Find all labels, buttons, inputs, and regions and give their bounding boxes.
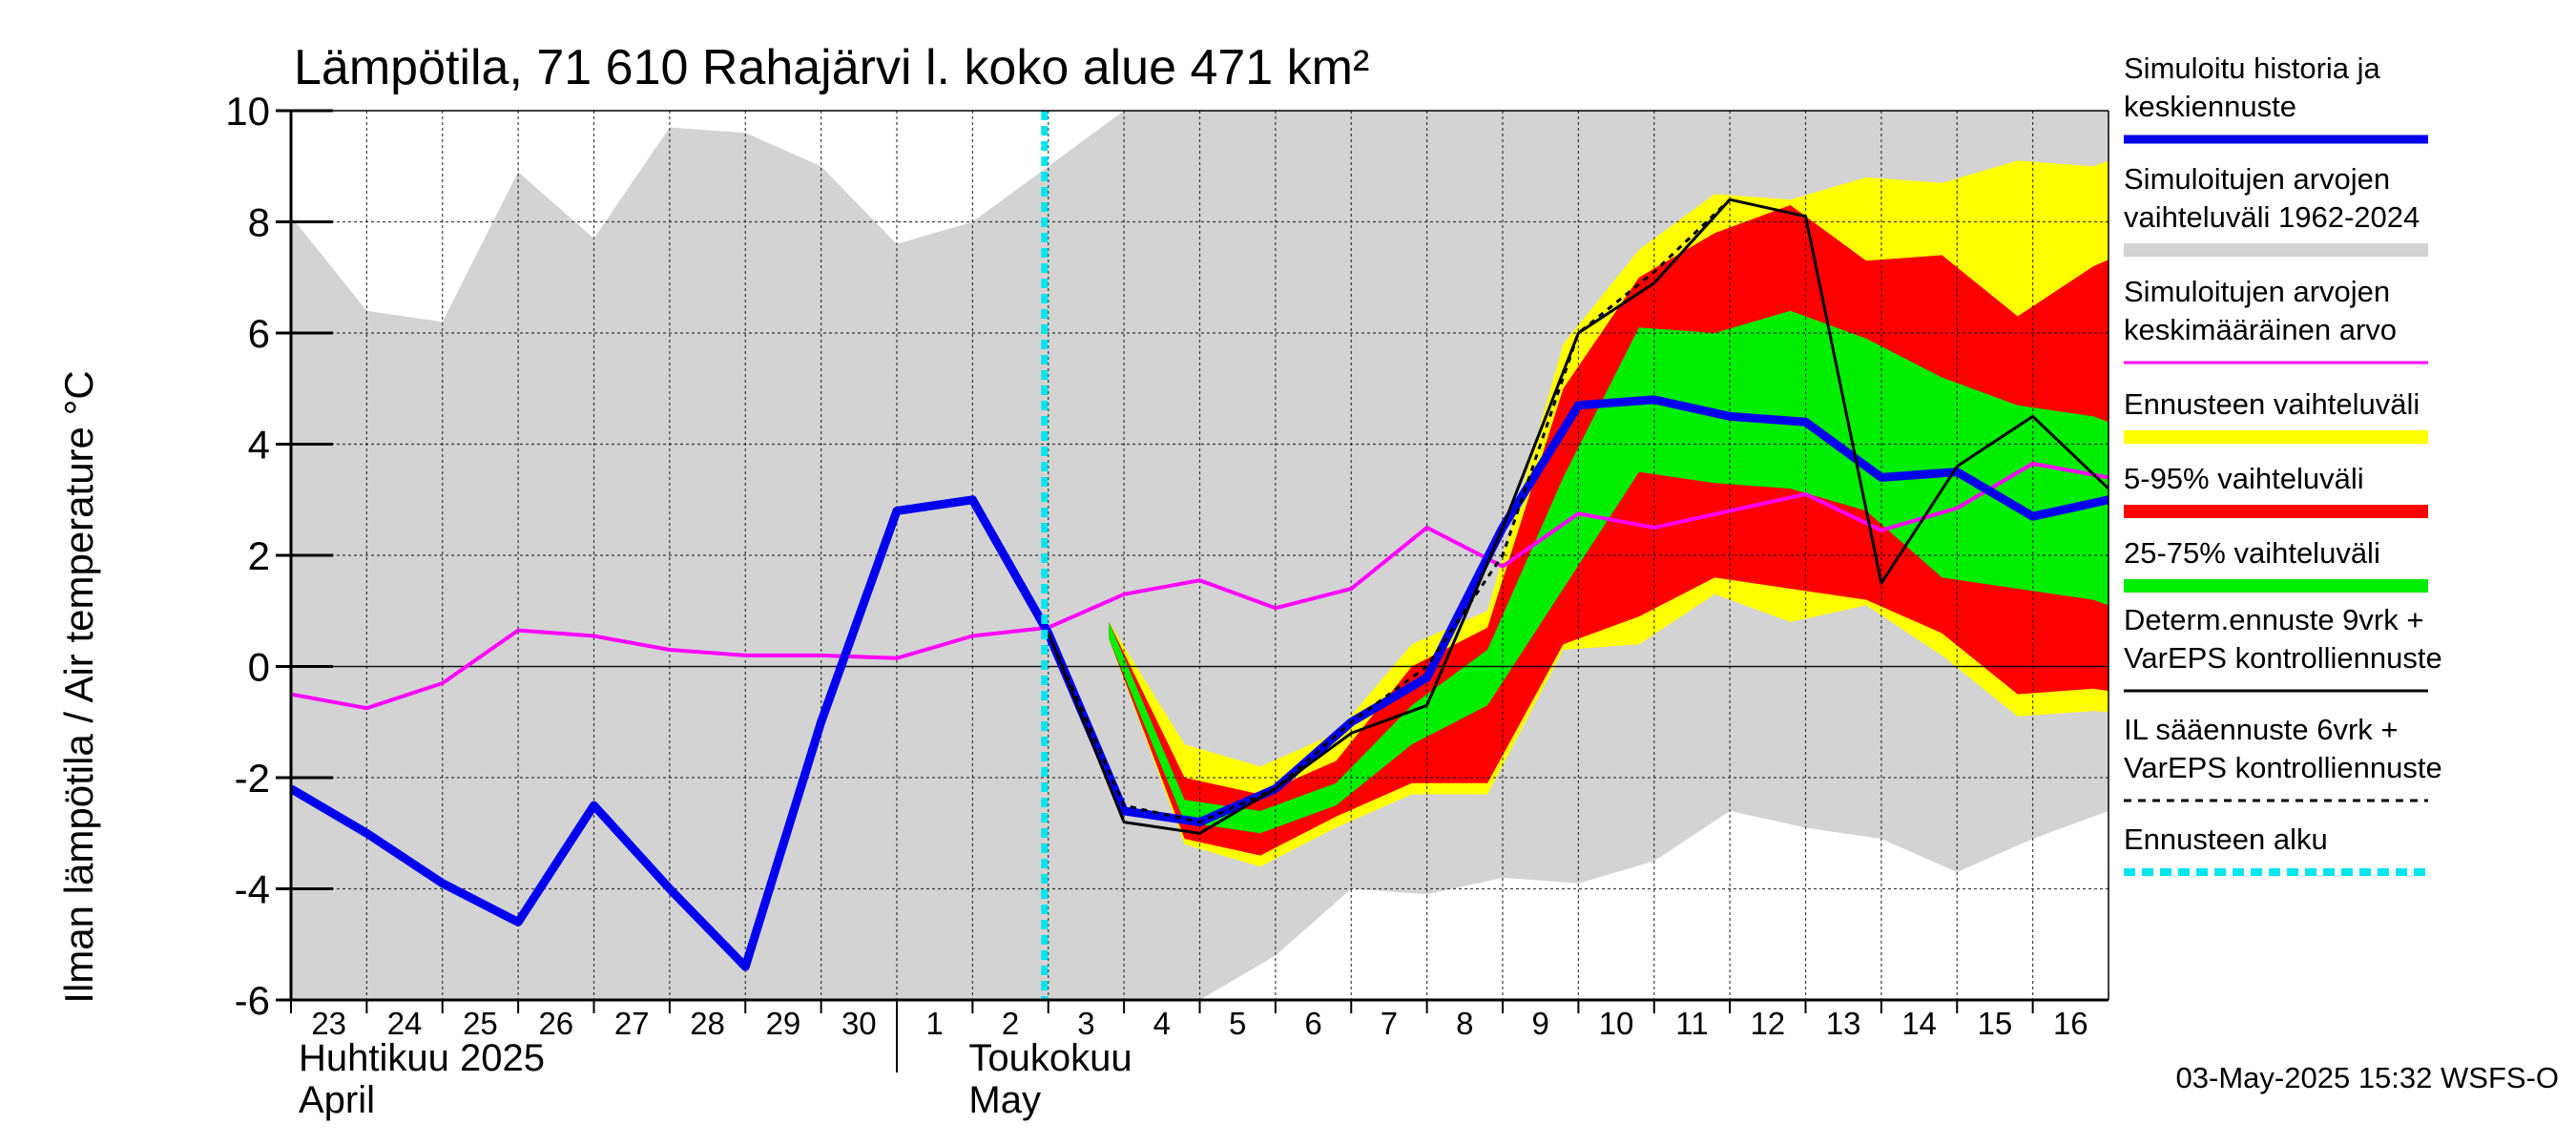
history-median-line [291,395,2109,971]
y-tick-label: -2 [235,756,270,801]
legend-label: Ennusteen alku [2124,822,2328,856]
x-tick-label: 4 [1153,1006,1171,1041]
legend-label: Simuloitu historia ja [2124,52,2381,85]
series-line-layer [291,111,2109,1000]
y-tick-label: 10 [225,89,270,134]
footer-timestamp: 03-May-2025 15:32 WSFS-O [2176,1061,2559,1094]
y-axis-label: Ilman lämpötila / Air temperature °C [56,370,101,1003]
x-tick-label: 30 [841,1006,877,1041]
legend: Simuloitu historia ja keskiennuste Simuloi… [2124,52,2442,876]
x-tick-label: 23 [311,1006,346,1041]
month-label: Toukokuu [968,1037,1132,1079]
x-tick-label: 25 [463,1006,498,1041]
x-tick-label: 11 [1675,1006,1708,1041]
x-tick-label: 26 [538,1006,573,1041]
p25-75-range-band [1109,310,2109,834]
x-tick-label: 10 [1599,1006,1634,1041]
x-tick-label: 5 [1229,1006,1246,1041]
y-tick-label: 6 [248,311,270,356]
legend-label: Ennusteen vaihteluväli [2124,387,2420,421]
legend-label: 5-95% vaihteluväli [2124,462,2364,495]
x-tick-label: 13 [1826,1006,1861,1041]
month-label-english: April [299,1079,375,1121]
y-tick-label: 0 [248,645,270,690]
y-tick-label: 4 [248,423,270,468]
y-tick-label: -4 [235,867,270,912]
y-tick-label: 8 [248,200,270,245]
x-tick-label: 29 [766,1006,801,1041]
legend-label: IL sääennuste 6vrk + [2124,713,2399,746]
x-tick-label: 28 [690,1006,725,1041]
x-tick-label: 8 [1456,1006,1473,1041]
legend-label: Determ.ennuste 9vrk + [2124,603,2423,636]
grid-layer [291,111,2109,1000]
x-tick-label: 6 [1304,1006,1321,1041]
y-tick-label: -6 [235,978,270,1023]
legend-label: vaihteluväli 1962-2024 [2124,200,2420,234]
x-tick-label: 24 [387,1006,423,1041]
x-tick-label: 2 [1002,1006,1019,1041]
x-tick-label: 1 [926,1006,944,1041]
legend-label: Simuloitujen arvojen [2124,162,2390,196]
deterministic-line [1047,198,2109,835]
mean-line [291,461,2109,711]
legend-label: VarEPS kontrolliennuste [2124,641,2442,675]
month-label-english: May [968,1079,1041,1121]
legend-label: keskimääräinen arvo [2124,313,2397,346]
chart-title: Lämpötila, 71 610 Rahajärvi l. koko alue… [294,40,1369,95]
il-forecast-line [1047,198,1732,824]
x-tick-label: 3 [1077,1006,1094,1041]
legend-label: Simuloitujen arvojen [2124,275,2390,308]
x-tick-label: 9 [1532,1006,1549,1041]
legend-label: keskiennuste [2124,90,2296,123]
legend-label: VarEPS kontrolliennuste [2124,751,2442,784]
month-label: Huhtikuu 2025 [299,1037,545,1079]
x-tick-label: 14 [1901,1006,1937,1041]
y-tick-label: 2 [248,533,270,578]
legend-label: 25-75% vaihteluväli [2124,536,2380,570]
x-tick-label: 15 [1978,1006,2013,1041]
x-tick-label: 27 [614,1006,650,1041]
x-tick-label: 16 [2053,1006,2088,1041]
x-tick-label: 12 [1750,1006,1785,1041]
x-tick-label: 7 [1381,1006,1398,1041]
